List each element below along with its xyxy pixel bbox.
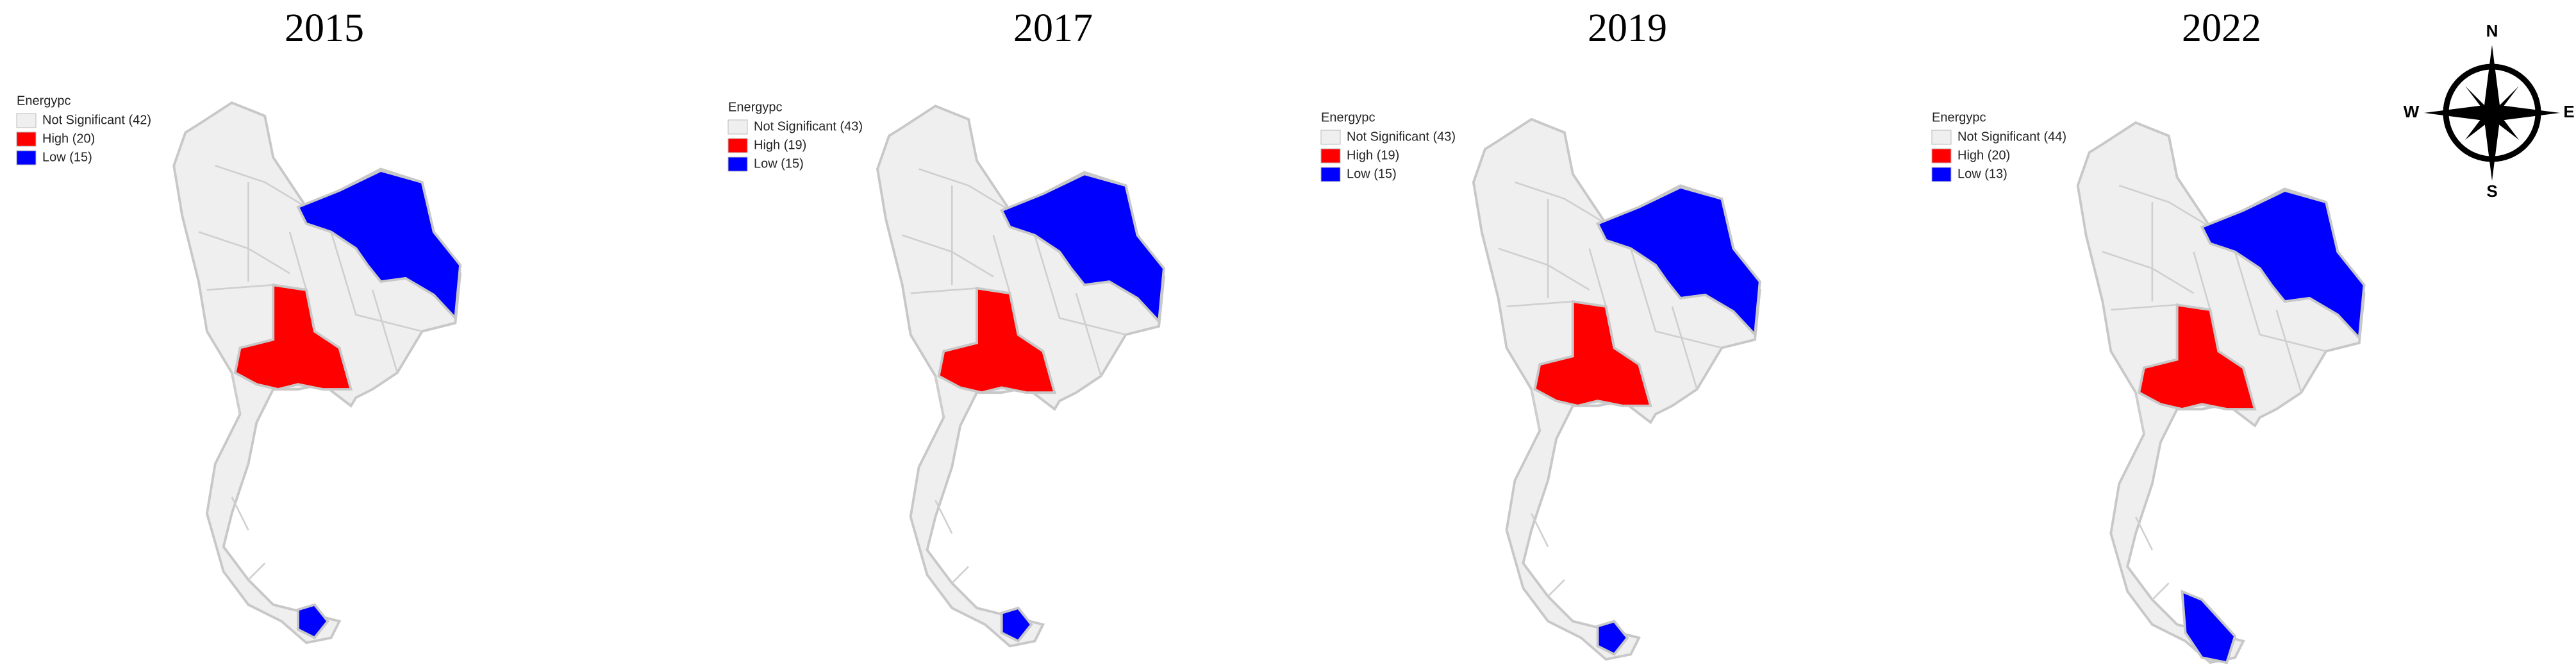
legend-label: Not Significant (44) bbox=[1957, 130, 2066, 144]
legend-label: Low (15) bbox=[1347, 167, 1397, 181]
legend-swatch bbox=[16, 150, 37, 165]
map bbox=[876, 105, 1165, 648]
panel-title: 2017 bbox=[1013, 6, 1093, 50]
legend-swatch bbox=[727, 119, 748, 135]
legend-label: Not Significant (42) bbox=[42, 113, 151, 127]
map bbox=[1472, 118, 1761, 661]
compass-e: E bbox=[2563, 102, 2574, 121]
legend-swatch bbox=[1320, 148, 1341, 164]
legend-title: Energypc bbox=[17, 94, 71, 108]
panel-title: 2015 bbox=[285, 6, 364, 50]
legend-swatch bbox=[1320, 167, 1341, 182]
legend-label: Low (15) bbox=[754, 156, 804, 171]
legend-label: Not Significant (43) bbox=[754, 119, 863, 133]
maps bbox=[172, 101, 2366, 664]
compass: N S E W bbox=[2404, 21, 2575, 201]
legend-swatch bbox=[1931, 130, 1952, 145]
legend-swatch bbox=[1931, 148, 1952, 164]
legend-swatch bbox=[727, 156, 748, 172]
legend-swatch bbox=[16, 131, 37, 147]
compass-n: N bbox=[2486, 21, 2498, 40]
legend-label: High (19) bbox=[754, 138, 806, 152]
map bbox=[172, 101, 462, 645]
legend-label: High (19) bbox=[1347, 148, 1399, 162]
legend-title: Energypc bbox=[728, 100, 783, 114]
legend-swatch bbox=[1931, 167, 1952, 182]
legend-label: Low (15) bbox=[42, 150, 92, 164]
compass-s: S bbox=[2486, 182, 2497, 201]
map bbox=[2076, 121, 2366, 664]
panel-title: 2022 bbox=[2182, 6, 2261, 50]
legend-label: High (20) bbox=[42, 131, 95, 146]
legend-swatch bbox=[727, 138, 748, 153]
legend-label: Not Significant (43) bbox=[1347, 130, 1456, 144]
legend-title: Energypc bbox=[1932, 110, 1986, 124]
legend-label: Low (13) bbox=[1957, 167, 2007, 181]
compass-w: W bbox=[2404, 102, 2420, 121]
panel-title: 2019 bbox=[1588, 6, 1667, 50]
legend-title: Energypc bbox=[1321, 110, 1375, 124]
legend-swatch bbox=[1320, 130, 1341, 145]
legend-swatch bbox=[16, 113, 37, 128]
legend-label: High (20) bbox=[1957, 148, 2010, 162]
